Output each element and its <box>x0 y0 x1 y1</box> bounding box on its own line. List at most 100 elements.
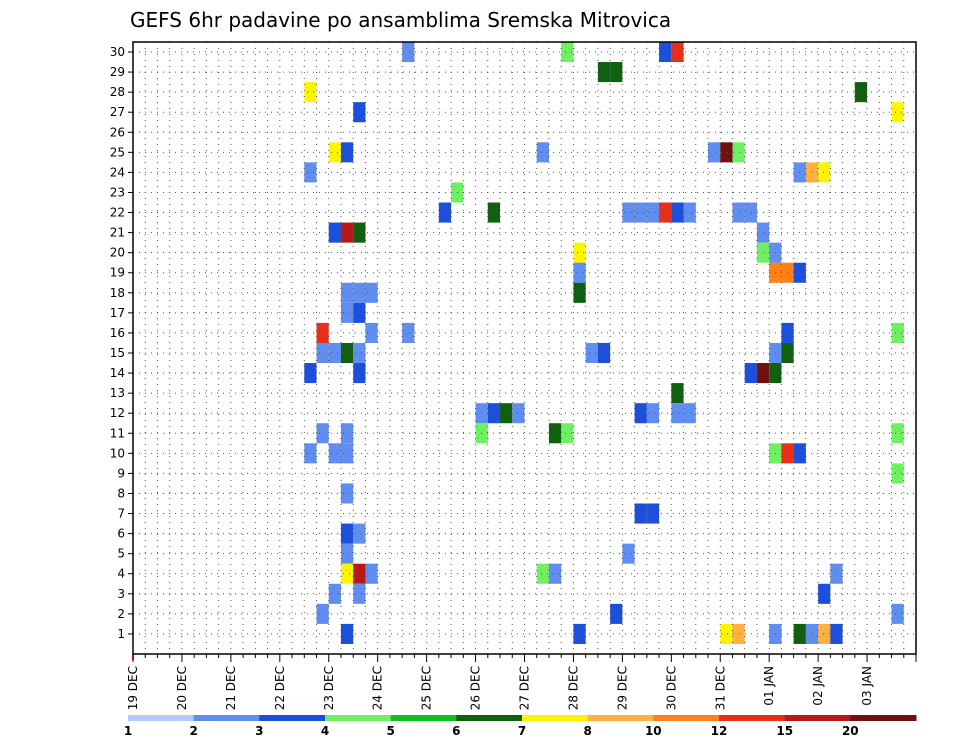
heat-cell <box>634 403 647 424</box>
heat-cell <box>561 423 574 444</box>
heat-cell <box>353 302 366 323</box>
heat-cell <box>891 603 904 624</box>
colorbar-label: 2 <box>190 724 198 738</box>
x-tick-label: 19 DEC <box>126 666 140 710</box>
y-tick-label: 24 <box>110 165 125 179</box>
heat-cell <box>365 322 378 343</box>
heat-cell <box>340 222 354 243</box>
y-tick-label: 3 <box>117 587 125 601</box>
y-tick-label: 13 <box>110 386 125 400</box>
colorbar-label: 7 <box>518 724 526 738</box>
heat-cell <box>328 443 341 464</box>
heat-cell <box>891 463 904 484</box>
colorbar-label: 5 <box>387 724 395 738</box>
x-tick-label: 22 DEC <box>273 666 287 710</box>
y-tick-label: 19 <box>110 266 125 280</box>
heat-cell <box>340 423 354 444</box>
colorbar-swatch <box>850 715 917 721</box>
y-tick-label: 21 <box>110 226 125 240</box>
colorbar-label: 4 <box>321 724 329 738</box>
x-tick-label: 03 JAN <box>860 666 874 706</box>
colorbar-swatch <box>128 715 195 721</box>
heat-cell <box>732 142 745 163</box>
y-tick-label: 14 <box>110 366 125 380</box>
x-tick-label: 29 DEC <box>615 666 629 710</box>
y-tick-label: 5 <box>117 547 125 561</box>
colorbar-swatch <box>325 715 392 721</box>
y-tick-label: 17 <box>110 306 125 320</box>
heat-cell <box>316 322 329 343</box>
heat-cell <box>818 583 831 604</box>
heat-cell <box>304 443 317 464</box>
x-tick-label: 20 DEC <box>175 666 189 710</box>
heat-cell <box>340 443 354 464</box>
chart-title: GEFS 6hr padavine po ansamblima Sremska … <box>130 8 671 32</box>
colorbar-swatch <box>587 715 654 721</box>
heat-cell <box>316 342 329 364</box>
y-tick-label: 10 <box>110 446 125 460</box>
heat-cell <box>340 523 354 544</box>
heat-cell <box>646 503 660 524</box>
y-tick-label: 1 <box>117 627 125 641</box>
heat-cell <box>573 623 586 644</box>
heat-cell <box>340 543 354 564</box>
x-tick-label: 31 DEC <box>713 666 727 710</box>
heat-cell <box>720 623 733 644</box>
heat-cell <box>634 202 647 223</box>
heat-cell <box>402 41 415 63</box>
heat-cell <box>304 363 317 384</box>
heat-cell <box>304 162 317 183</box>
heat-cell <box>353 342 366 364</box>
heat-cell <box>610 603 623 624</box>
colorbar-label: 15 <box>776 724 793 738</box>
colorbar-swatch <box>653 715 720 721</box>
y-tick-label: 16 <box>110 326 125 340</box>
heat-cell <box>365 563 378 584</box>
heat-cell <box>304 82 317 103</box>
heat-cell <box>830 623 843 644</box>
y-tick-label: 26 <box>110 125 125 139</box>
y-tick-label: 2 <box>117 607 125 621</box>
y-tick-label: 7 <box>117 507 125 521</box>
y-tick-label: 20 <box>110 246 125 260</box>
x-tick-label: 25 DEC <box>420 666 434 710</box>
heat-cell <box>732 202 745 223</box>
y-tick-label: 30 <box>110 45 125 59</box>
plot-frame <box>132 41 917 655</box>
heat-cell <box>316 603 329 624</box>
heat-cell <box>671 383 684 404</box>
heat-cell <box>708 142 721 163</box>
heat-cell <box>683 202 696 223</box>
heat-cell <box>340 342 354 364</box>
heat-cell <box>573 262 586 283</box>
y-tick-label: 18 <box>110 286 125 300</box>
x-tick-label: 24 DEC <box>371 666 385 710</box>
y-tick-label: 11 <box>110 426 125 440</box>
x-tick-label: 26 DEC <box>469 666 483 710</box>
heat-cell <box>512 403 525 424</box>
heat-cell <box>671 403 684 424</box>
heat-cell <box>340 142 354 163</box>
y-tick-label: 15 <box>110 346 125 360</box>
colorbar-swatch <box>390 715 457 721</box>
x-tick-label: 27 DEC <box>518 666 532 710</box>
colorbar-label: 1 <box>124 724 132 738</box>
colorbar-label: 20 <box>842 724 859 738</box>
heat-cell <box>622 202 635 223</box>
heat-cell <box>597 342 611 364</box>
heat-cell <box>340 282 354 303</box>
heat-cell <box>891 102 904 123</box>
heat-cell <box>353 282 366 303</box>
heat-cell <box>720 142 733 163</box>
heat-cell <box>744 202 757 223</box>
x-tick-label: 28 DEC <box>566 666 580 710</box>
heat-cell <box>340 623 354 644</box>
heat-cell <box>818 623 831 644</box>
heat-cell <box>683 403 696 424</box>
heat-cell <box>854 82 868 103</box>
colorbar-swatch <box>456 715 523 721</box>
heat-cell <box>353 102 366 123</box>
heat-cell <box>402 322 415 343</box>
y-tick-label: 8 <box>117 486 125 500</box>
